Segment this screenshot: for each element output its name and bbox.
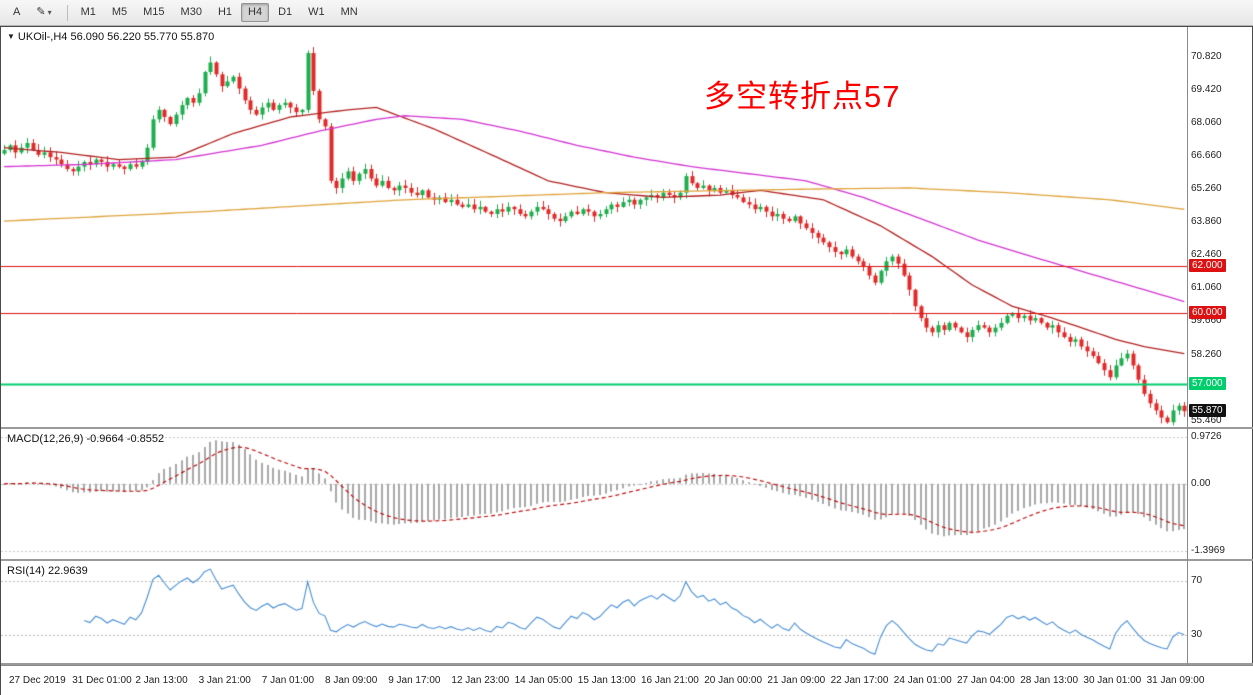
hline-price-badge: 62.000 [1189, 259, 1226, 273]
macd-axis-tick: 0.00 [1191, 477, 1211, 489]
time-axis-label: 9 Jan 17:00 [388, 675, 441, 686]
macd-label: MACD(12,26,9) -0.9664 -0.8552 [7, 433, 165, 445]
timeframe-button-MN[interactable]: MN [340, 6, 358, 18]
timeframe-button-H1[interactable]: H1 [217, 6, 233, 18]
time-axis-label: 27 Jan 04:00 [957, 675, 1015, 686]
panel-divider[interactable] [1, 663, 1253, 665]
time-axis-label: 8 Jan 09:00 [325, 675, 378, 686]
price-axis-tick: 68.060 [1191, 116, 1222, 128]
time-axis-label: 15 Jan 13:00 [577, 675, 636, 686]
time-axis: 27 Dec 2019 31 Dec 01:00 2 Jan 13:00 3 Jan … [1, 665, 1253, 695]
time-axis-label: 22 Jan 17:00 [830, 675, 889, 686]
time-axis-label: 2 Jan 13:00 [135, 675, 188, 686]
cursor-tool-button[interactable]: A [13, 6, 21, 18]
toolbar-separator [66, 4, 68, 21]
time-axis-label: 28 Jan 13:00 [1020, 675, 1079, 686]
chart-window: ▼ UKOil-,H4 56.090 56.220 55.770 55.870 多… [0, 26, 1253, 695]
macd-axis-tick: 0.9726 [1191, 431, 1222, 442]
time-axis-label: 3 Jan 21:00 [198, 675, 251, 686]
time-axis-label: 24 Jan 01:00 [893, 675, 952, 686]
macd-panel-canvas[interactable] [1, 429, 1187, 559]
price-axis-tick: 63.860 [1191, 216, 1222, 228]
collapse-triangle-icon[interactable]: ▼ [7, 32, 15, 41]
draw-tool-button[interactable]: ✎ ▾ [36, 6, 52, 18]
timeframe-button-M15[interactable]: M15 [143, 6, 165, 18]
current-price-badge: 55.870 [1189, 404, 1226, 418]
time-axis-label: 30 Jan 01:00 [1083, 675, 1142, 686]
price-axis-tick: 69.420 [1191, 84, 1222, 96]
panel-divider[interactable] [1, 427, 1253, 429]
time-axis-label: 12 Jan 23:00 [451, 675, 510, 686]
time-axis-label: 31 Dec 01:00 [72, 675, 132, 686]
panel-divider[interactable] [1, 559, 1253, 561]
timeframe-button-H4[interactable]: H4 [241, 3, 270, 22]
symbol-ohlc-label: ▼ UKOil-,H4 56.090 56.220 55.770 55.870 [7, 31, 214, 43]
chart-annotation-text: 多空转折点57 [704, 79, 901, 114]
chevron-down-icon[interactable]: ▾ [47, 8, 52, 17]
timeframe-buttons-group: M1 M5 M15 M30 H1 H4 D1 W1 MN [74, 3, 367, 22]
price-axis-tick: 58.260 [1191, 348, 1222, 360]
timeframe-button-M1[interactable]: M1 [80, 6, 96, 18]
price-axis-tick: 55.460 [1191, 414, 1222, 426]
time-axis-label: 16 Jan 21:00 [641, 675, 699, 686]
price-axis: 70.820 69.420 68.060 66.660 65.260 63.860 62.4… [1188, 27, 1253, 427]
rsi-axis-tick: 30 [1191, 628, 1203, 640]
top-toolbar: A ✎ ▾ M1 M5 M15 M30 H1 H4 D1 W1 MN [0, 0, 1253, 26]
tool-buttons-group: A ✎ ▾ [6, 3, 61, 22]
price-axis-tick: 61.060 [1191, 282, 1222, 294]
timeframe-button-M5[interactable]: M5 [111, 6, 128, 18]
time-axis-label: 21 Jan 09:00 [767, 675, 826, 686]
time-axis-label: 7 Jan 01:00 [261, 675, 315, 686]
price-axis-tick: 62.460 [1191, 249, 1222, 261]
timeframe-button-D1[interactable]: D1 [278, 6, 293, 18]
price-axis-tick: 70.820 [1191, 51, 1222, 63]
price-axis-separator [1187, 27, 1188, 665]
rsi-axis: 70 30 [1188, 561, 1253, 663]
time-axis-label: 27 Dec 2019 [9, 675, 66, 686]
rsi-axis-tick: 70 [1191, 575, 1203, 587]
macd-axis: 0.9726 0.00 -1.3969 [1188, 429, 1253, 559]
rsi-label: RSI(14) 22.9639 [7, 565, 88, 577]
time-axis-label: 31 Jan 09:00 [1146, 675, 1205, 686]
hline-price-badge: 57.000 [1189, 377, 1226, 391]
timeframe-button-W1[interactable]: W1 [308, 6, 325, 18]
hline-price-badge: 60.000 [1189, 306, 1226, 320]
price-chart-canvas[interactable] [1, 27, 1187, 427]
symbol-ohlc-text: UKOil-,H4 56.090 56.220 55.770 55.870 [17, 31, 215, 43]
price-axis-tick: 65.260 [1191, 182, 1222, 194]
timeframe-button-M30[interactable]: M30 [180, 6, 202, 18]
price-axis-tick: 59.660 [1191, 315, 1222, 327]
time-axis-label: 20 Jan 00:00 [704, 675, 763, 686]
price-axis-tick: 66.660 [1191, 149, 1222, 161]
rsi-panel-canvas[interactable] [1, 561, 1187, 663]
macd-axis-tick: -1.3969 [1191, 545, 1225, 556]
time-axis-label: 14 Jan 05:00 [514, 675, 573, 686]
